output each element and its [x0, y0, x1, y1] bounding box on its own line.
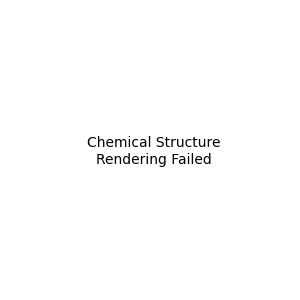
Text: Chemical Structure
Rendering Failed: Chemical Structure Rendering Failed: [87, 136, 220, 166]
